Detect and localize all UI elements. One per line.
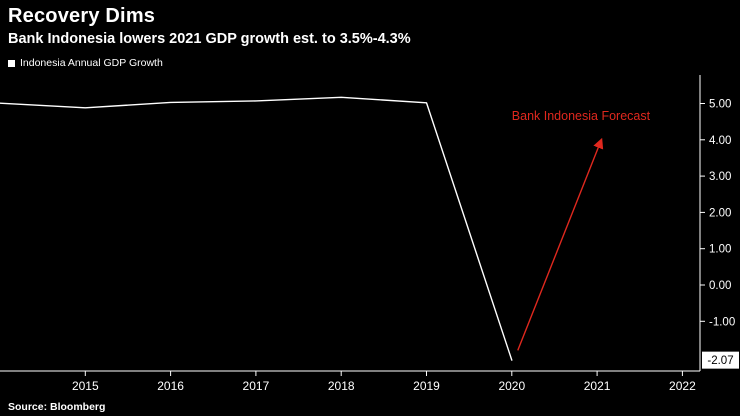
svg-text:2015: 2015 [72,379,99,393]
svg-text:0.00: 0.00 [709,280,731,292]
svg-text:2018: 2018 [328,379,355,393]
legend-label: Indonesia Annual GDP Growth [20,57,163,69]
svg-text:3.00: 3.00 [709,171,731,183]
svg-text:2.00: 2.00 [709,207,731,219]
page-title: Recovery Dims [8,5,156,27]
svg-text:5.00: 5.00 [709,99,731,111]
svg-text:2020: 2020 [498,379,525,393]
svg-text:2016: 2016 [157,379,184,393]
legend: Indonesia Annual GDP Growth [8,57,163,69]
svg-text:-1.00: -1.00 [709,316,735,328]
svg-text:2019: 2019 [413,379,440,393]
svg-text:Bank Indonesia Forecast: Bank Indonesia Forecast [512,109,651,123]
legend-square-icon [8,59,15,67]
svg-text:2021: 2021 [584,379,611,393]
source-label: Source: Bloomberg [8,401,106,413]
svg-text:4.00: 4.00 [709,135,731,147]
svg-text:2022: 2022 [669,379,696,393]
gdp-line-chart: 5.00 4.00 3.00 2.00 1.00 0.00 -1.00 2015 2016 201… [0,75,739,393]
svg-text:1.00: 1.00 [709,244,731,256]
page-subtitle: Bank Indonesia lowers 2021 GDP growth es… [8,31,411,47]
chart-header: Recovery Dims Bank Indonesia lowers 2021… [8,5,411,47]
svg-text:-2.07: -2.07 [707,355,733,367]
svg-text:2017: 2017 [243,379,270,393]
